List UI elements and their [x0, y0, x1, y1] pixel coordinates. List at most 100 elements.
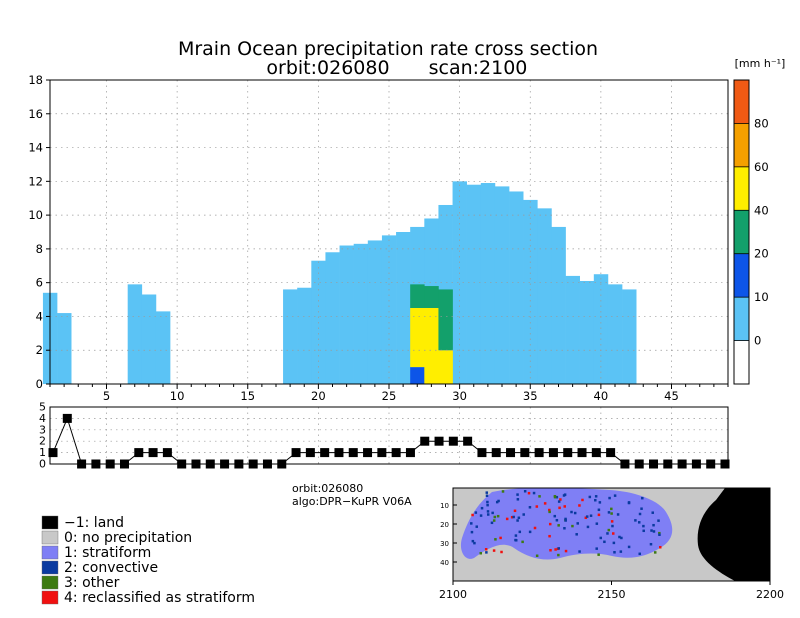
map-speck — [473, 541, 476, 545]
flag-marker — [663, 459, 673, 469]
map-speck — [557, 553, 560, 557]
precip-column — [127, 284, 143, 384]
map-speck — [573, 511, 577, 515]
map-speck — [470, 522, 473, 525]
x-tick-label: 40 — [594, 389, 609, 403]
map-speck — [642, 524, 645, 528]
map-speck — [558, 506, 561, 510]
precip-column — [579, 280, 595, 384]
flag-marker — [77, 459, 87, 469]
precip-column — [509, 191, 524, 384]
map-speck — [598, 501, 602, 504]
map-speck — [659, 545, 662, 549]
map-speck — [486, 503, 489, 507]
map-speck — [518, 530, 522, 534]
map-speck — [638, 512, 642, 516]
flag-y-label: 0 — [39, 458, 46, 471]
y-tick-label: 8 — [36, 242, 43, 256]
map-speck — [486, 500, 489, 504]
map-speck — [588, 495, 592, 499]
map-speck — [493, 515, 497, 519]
map-speck — [607, 511, 611, 514]
map-speck — [535, 505, 539, 508]
convective-cell — [424, 286, 439, 308]
colorbar-label: 0 — [754, 334, 761, 348]
map-speck — [500, 550, 503, 554]
map-speck — [471, 539, 475, 543]
map-speck — [610, 520, 614, 523]
map-speck — [606, 532, 609, 535]
y-tick-label: 18 — [28, 73, 43, 87]
map-speck — [584, 516, 588, 520]
map-speck — [564, 549, 568, 553]
map-speck — [576, 522, 579, 525]
precip-column — [565, 275, 580, 384]
flag-marker — [448, 436, 458, 446]
flag-marker — [520, 448, 530, 458]
colorbar-label: 60 — [754, 160, 769, 174]
map-speck — [641, 496, 644, 500]
map-speck — [651, 511, 654, 514]
flag-marker — [305, 448, 315, 458]
map-speck — [522, 513, 525, 516]
map-speck — [548, 510, 551, 514]
map-speck — [517, 516, 521, 520]
map-speck — [652, 530, 656, 533]
map-speck — [554, 548, 557, 551]
map-speck — [471, 513, 474, 517]
flag-markers — [48, 413, 730, 469]
legend-swatch — [41, 560, 59, 575]
map-speck — [553, 514, 557, 518]
flag-y-label: 5 — [39, 401, 46, 414]
map-speck — [480, 506, 484, 510]
convective-cell — [410, 367, 425, 384]
precip-cells — [42, 181, 637, 384]
map-speck — [594, 498, 597, 502]
legend-label: 4: reclassified as stratiform — [64, 590, 255, 606]
convective-cell — [438, 289, 453, 351]
legend-swatch — [41, 515, 59, 530]
map-x-label: 2150 — [598, 588, 626, 601]
map-speck — [649, 542, 653, 546]
flag-marker — [363, 448, 373, 458]
map-speck — [611, 524, 614, 528]
flag-marker — [262, 459, 272, 469]
map-speck — [548, 534, 551, 538]
x-tick-label: 25 — [382, 389, 397, 403]
map-speck — [595, 522, 599, 525]
flag-marker — [391, 448, 401, 458]
legend-swatch — [41, 590, 59, 605]
map-speck — [535, 554, 539, 558]
map-speck — [657, 519, 660, 522]
map-speck — [619, 550, 623, 553]
map-speck — [594, 495, 598, 498]
colorbar-cell — [734, 166, 749, 211]
map-speck — [597, 513, 601, 517]
map-speck — [620, 536, 623, 540]
legend-swatch — [41, 530, 59, 545]
map-speck — [581, 498, 584, 502]
flag-marker — [606, 448, 616, 458]
map-speck — [597, 508, 601, 512]
map-speck — [575, 533, 578, 536]
map-speck — [516, 493, 519, 496]
precip-column — [297, 287, 312, 384]
flag-marker — [62, 413, 72, 423]
flag-marker — [720, 459, 730, 469]
map-speck — [486, 510, 490, 513]
flag-marker — [691, 459, 701, 469]
x-tick-label: 30 — [452, 389, 467, 403]
chart-title: Mrain Ocean precipitation rate cross sec… — [178, 38, 598, 60]
map-speck — [549, 549, 552, 552]
map-speck — [475, 525, 479, 528]
map-speck — [510, 515, 514, 519]
map-speck — [528, 530, 532, 534]
flag-marker — [591, 448, 601, 458]
flag-marker — [205, 459, 215, 469]
map-speck — [595, 547, 598, 550]
map-speck — [562, 494, 566, 497]
map-speck — [597, 553, 600, 556]
x-axis-ticks: 5 10 15 20 25 30 35 40 45 — [49, 384, 729, 403]
map-speck — [607, 528, 611, 532]
map-speck — [491, 511, 494, 515]
